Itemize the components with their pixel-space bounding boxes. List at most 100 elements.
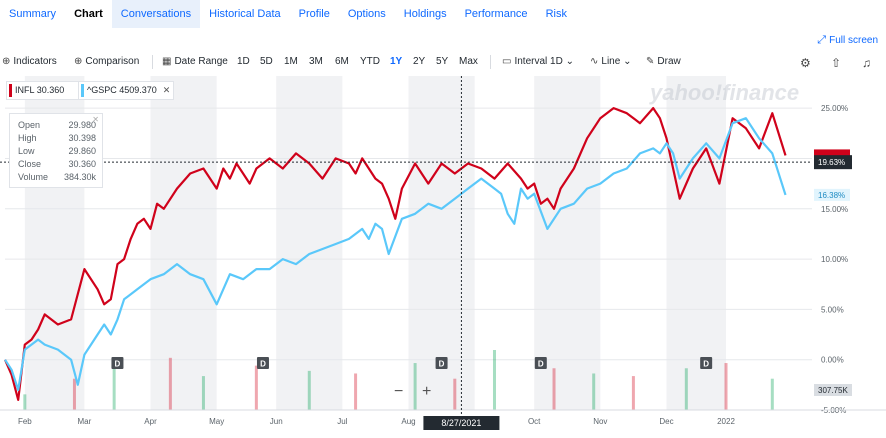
y-tick-label: 0.00% <box>821 356 844 365</box>
fullscreen-button[interactable]: ⤢ Full screen <box>817 34 878 46</box>
y-tick-label: 10.00% <box>821 255 848 264</box>
crosshair-date-label: 8/27/2021 <box>441 418 481 428</box>
volume-bar <box>724 363 728 410</box>
dividend-marker-label: D <box>115 360 121 369</box>
dividend-marker[interactable] <box>435 357 448 369</box>
volume-value-label: 307.75K <box>818 386 848 395</box>
y-axis-panel <box>812 76 886 438</box>
expand-icon: ⤢ <box>817 34 827 46</box>
interval-icon: ▭ <box>502 56 512 67</box>
dividend-marker[interactable] <box>256 357 269 369</box>
interval-dropdown[interactable]: ▭ Interval 1D ⌄ <box>502 56 574 67</box>
pencil-icon: ✎ <box>646 56 655 67</box>
share-icon[interactable]: ⇧ <box>831 56 842 70</box>
month-band <box>276 76 343 410</box>
tab-chart[interactable]: Chart <box>74 8 103 20</box>
x-tick-label: Jul <box>337 417 347 426</box>
alert-bell-icon[interactable]: ♫ <box>862 56 871 70</box>
settings-gear-icon[interactable]: ⚙ <box>800 56 811 70</box>
dividend-marker[interactable] <box>700 357 713 369</box>
x-tick-label: Mar <box>77 417 91 426</box>
y-tick-label: 5.00% <box>821 305 844 314</box>
legend-gspc[interactable]: ^GSPC 4509.370 ✕ <box>78 81 174 100</box>
ohlc-tooltip: ✕ Open 29.980 High 30.398 Low 29.860 Close 3… <box>9 113 103 188</box>
volume-bar <box>254 365 258 410</box>
dividend-marker-label: D <box>439 360 445 369</box>
volume-bar <box>631 376 635 410</box>
range-button-1d[interactable]: 1D <box>237 56 250 67</box>
volume-bar <box>492 350 496 410</box>
range-button-6m[interactable]: 6M <box>335 56 349 67</box>
tab-conversations[interactable]: Conversations <box>111 0 201 28</box>
x-tick-label: Jun <box>270 417 283 426</box>
crosshair-value-label: 19.63% <box>818 158 845 167</box>
volume-bar <box>72 378 76 410</box>
plus-circle-icon: ⊕ <box>2 56 11 67</box>
range-button-max[interactable]: Max <box>459 56 478 67</box>
volume-bar <box>307 370 311 410</box>
dividend-marker[interactable] <box>534 357 547 369</box>
remove-comparison-icon[interactable]: ✕ <box>162 85 171 95</box>
tab-historical-data[interactable]: Historical Data <box>209 8 281 20</box>
x-tick-label: Nov <box>593 417 607 426</box>
range-button-5y[interactable]: 5Y <box>436 56 449 67</box>
x-tick-label: Feb <box>18 417 32 426</box>
gspc-last-value-label: 16.38% <box>818 191 845 200</box>
volume-bar <box>684 368 688 410</box>
chevron-down-icon: ⌄ <box>562 56 574 67</box>
chevron-down-icon: ⌄ <box>620 56 632 67</box>
x-tick-label: Dec <box>659 417 673 426</box>
volume-bar <box>413 363 417 410</box>
volume-bar <box>112 360 116 410</box>
range-button-1m[interactable]: 1M <box>284 56 298 67</box>
dividend-marker-label: D <box>260 360 266 369</box>
volume-bar <box>168 357 172 410</box>
range-button-5d[interactable]: 5D <box>260 56 273 67</box>
volume-bar <box>592 373 596 410</box>
tab-profile[interactable]: Profile <box>298 8 330 20</box>
volume-bar <box>201 376 205 410</box>
legend-infl[interactable]: INFL 30.360 <box>6 81 82 100</box>
line-chart-icon: ∿ <box>590 56 599 67</box>
chart-type-dropdown[interactable]: ∿ Line ⌄ <box>590 56 632 67</box>
series-line-infl <box>3 106 787 401</box>
x-tick-label: 2022 <box>717 417 735 426</box>
chart-toolbar: ⊕ Indicators ⊕ Comparison ▦ Date Range 1D 5D… <box>0 52 886 72</box>
month-band <box>150 76 217 410</box>
tab-risk[interactable]: Risk <box>545 8 567 20</box>
zoom-controls: − + <box>388 383 442 401</box>
series-color-swatch <box>9 84 12 97</box>
dividend-marker[interactable] <box>111 357 124 369</box>
zoom-out-button[interactable]: − <box>394 383 404 400</box>
volume-bar <box>552 368 556 410</box>
calendar-icon: ▦ <box>162 56 172 67</box>
draw-button[interactable]: ✎ Draw <box>646 56 681 67</box>
x-tick-label: Oct <box>528 417 541 426</box>
volume-bar <box>770 378 774 410</box>
volume-value-tag <box>814 384 852 396</box>
volume-bar <box>453 378 457 410</box>
range-button-2y[interactable]: 2Y <box>413 56 426 67</box>
y-tick-label: 25.00% <box>821 104 848 113</box>
toolbar-divider <box>490 55 491 69</box>
range-button-1y[interactable]: 1Y <box>390 56 403 67</box>
x-tick-label: Apr <box>144 417 157 426</box>
tab-performance[interactable]: Performance <box>464 8 528 20</box>
month-band <box>534 76 601 410</box>
close-icon[interactable]: ✕ <box>92 115 99 124</box>
zoom-in-button[interactable]: + <box>422 383 432 400</box>
plus-circle-icon: ⊕ <box>74 56 83 67</box>
tab-holdings[interactable]: Holdings <box>403 8 447 20</box>
series-line-gspc <box>4 117 787 391</box>
month-band <box>408 76 475 410</box>
range-button-ytd[interactable]: YTD <box>360 56 380 67</box>
gspc-last-value-tag <box>814 188 850 201</box>
crosshair-date-tag <box>423 416 500 430</box>
indicators-button[interactable]: ⊕ Indicators <box>2 56 57 67</box>
tab-options[interactable]: Options <box>347 8 386 20</box>
tab-summary[interactable]: Summary <box>9 8 57 20</box>
comparison-button[interactable]: ⊕ Comparison <box>74 56 140 67</box>
range-button-3m[interactable]: 3M <box>309 56 323 67</box>
date-range-button[interactable]: ▦ Date Range <box>162 56 228 67</box>
